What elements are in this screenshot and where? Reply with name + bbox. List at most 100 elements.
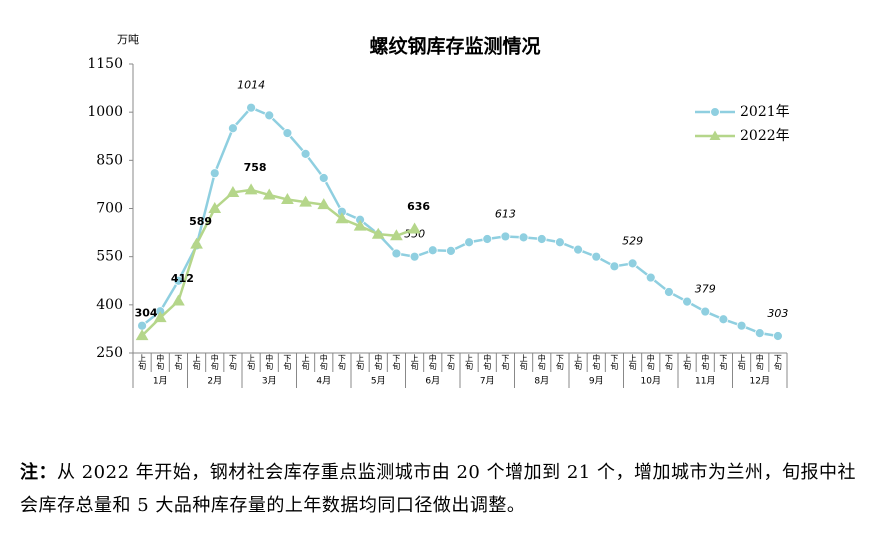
point — [173, 275, 184, 286]
x-tick-label: 上旬 — [465, 354, 474, 371]
point — [464, 237, 474, 248]
x-tick-label: 上旬 — [192, 354, 201, 371]
legend-marker — [710, 107, 720, 117]
point — [555, 237, 565, 248]
month-label: 5月 — [371, 376, 386, 387]
x-tick-label: 上旬 — [247, 354, 256, 371]
point — [281, 193, 294, 205]
point — [299, 195, 312, 207]
month-label: 10月 — [641, 376, 661, 387]
value-label: 1014 — [237, 79, 265, 92]
month-label: 1月 — [153, 376, 168, 387]
y-unit: 万吨 — [117, 33, 139, 46]
x-tick-label: 中旬 — [592, 353, 601, 371]
y-tick-label: 850 — [96, 152, 123, 168]
point — [718, 314, 729, 325]
x-tick-label: 下旬 — [773, 354, 782, 371]
x-tick-label: 上旬 — [519, 354, 528, 371]
x-tick-label: 下旬 — [392, 354, 401, 371]
x-tick-label: 中旬 — [646, 353, 655, 371]
point — [536, 234, 547, 244]
x-tick-label: 上旬 — [683, 354, 692, 371]
point — [427, 245, 438, 256]
y-tick-label: 700 — [96, 201, 123, 217]
y-tick-label: 1150 — [87, 56, 123, 72]
x-tick-label: 上旬 — [410, 354, 419, 371]
point — [244, 183, 258, 195]
x-tick-label: 下旬 — [174, 354, 183, 371]
point — [208, 202, 222, 213]
month-label: 6月 — [425, 376, 440, 387]
point — [353, 219, 367, 231]
point — [408, 222, 421, 234]
x-tick-label: 上旬 — [628, 354, 637, 371]
value-label: 529 — [622, 234, 643, 247]
y-tick-label: 400 — [96, 297, 123, 313]
x-tick-label: 中旬 — [428, 353, 437, 371]
point — [609, 261, 620, 272]
point — [282, 128, 293, 138]
point — [664, 287, 674, 297]
value-label: 636 — [407, 200, 430, 213]
point — [335, 212, 349, 224]
x-tick-label: 上旬 — [138, 354, 147, 371]
x-tick-label: 中旬 — [319, 353, 328, 371]
x-tick-label: 下旬 — [610, 354, 619, 371]
value-label: 379 — [695, 283, 716, 296]
y-tick-label: 550 — [96, 249, 123, 265]
x-tick-label: 中旬 — [210, 353, 219, 371]
point — [573, 244, 583, 255]
x-tick-label: 下旬 — [501, 354, 510, 371]
point — [627, 258, 638, 269]
note-text: 从 2022 年开始，钢材社会库存重点监测城市由 20 个增加到 21 个，增加… — [20, 462, 856, 516]
x-tick-label: 下旬 — [283, 354, 292, 371]
legend-label: 2021年 — [740, 104, 790, 120]
point — [135, 329, 149, 341]
point — [226, 185, 240, 197]
month-label: 4月 — [316, 376, 331, 387]
point — [391, 248, 402, 259]
month-label: 11月 — [695, 376, 715, 387]
x-tick-label: 下旬 — [228, 354, 237, 371]
point — [190, 237, 203, 249]
x-tick-label: 中旬 — [156, 353, 165, 371]
value-label: 304 — [135, 307, 158, 320]
point — [645, 272, 656, 283]
point — [409, 251, 420, 262]
x-tick-label: 上旬 — [574, 354, 583, 371]
point — [153, 311, 167, 323]
line — [141, 188, 416, 337]
point — [209, 168, 220, 179]
point — [446, 245, 456, 256]
value-label: 303 — [767, 307, 788, 320]
point — [371, 227, 385, 239]
point — [518, 232, 529, 243]
point — [300, 149, 311, 159]
point — [754, 328, 765, 338]
value-label: 589 — [189, 215, 212, 228]
month-label: 7月 — [480, 376, 495, 387]
value-label: 613 — [495, 207, 516, 220]
x-tick-label: 中旬 — [265, 353, 274, 371]
y-tick-label: 250 — [96, 345, 123, 361]
point — [700, 306, 711, 317]
x-tick-label: 下旬 — [719, 354, 728, 371]
note-label: 注： — [20, 462, 57, 483]
month-label: 9月 — [589, 376, 604, 387]
point — [318, 173, 329, 183]
x-tick-label: 下旬 — [337, 354, 346, 371]
point — [482, 234, 493, 244]
point — [137, 320, 147, 331]
point — [500, 231, 511, 242]
value-label: 412 — [171, 272, 194, 285]
x-tick-label: 上旬 — [356, 354, 365, 371]
chart-title: 螺纹钢库存监测情况 — [369, 35, 540, 58]
month-label: 12月 — [750, 376, 770, 387]
x-tick-label: 下旬 — [555, 354, 564, 371]
x-tick-label: 中旬 — [537, 353, 546, 371]
x-tick-label: 中旬 — [701, 353, 710, 371]
note: 注：从 2022 年开始，钢材社会库存重点监测城市由 20 个增加到 21 个，… — [20, 456, 865, 522]
x-tick-label: 上旬 — [301, 354, 310, 371]
